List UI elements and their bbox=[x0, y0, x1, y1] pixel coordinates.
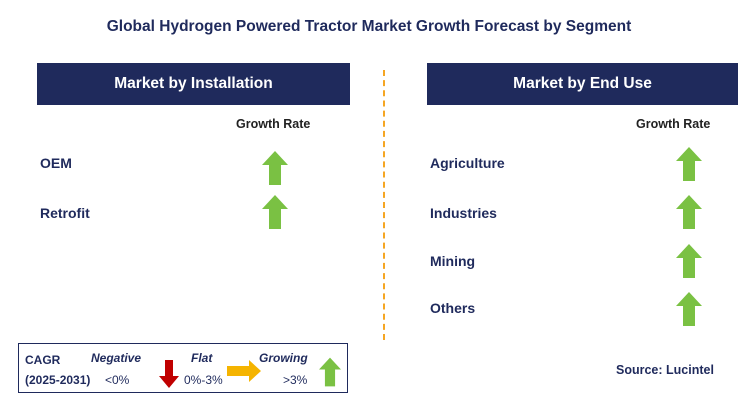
end-use-panel-header: Market by End Use bbox=[427, 63, 738, 105]
installation-growth-rate-label: Growth Rate bbox=[236, 117, 311, 131]
negative-down-arrow-icon bbox=[159, 360, 179, 388]
row-label-others: Others bbox=[430, 300, 476, 316]
legend-period: (2025-2031) bbox=[25, 373, 91, 387]
row-label-retrofit: Retrofit bbox=[40, 205, 90, 221]
row-label-industries: Industries bbox=[430, 205, 497, 221]
legend-flat-label: Flat bbox=[191, 351, 213, 365]
source-credit: Source: Lucintel bbox=[616, 363, 714, 377]
legend-flat-range: 0%-3% bbox=[184, 373, 223, 387]
industries-growing-arrow-icon bbox=[676, 195, 702, 229]
others-growing-arrow-icon bbox=[676, 292, 702, 326]
cagr-legend: CAGR (2025-2031) Negative <0% Flat 0%-3%… bbox=[18, 343, 348, 393]
mining-growing-arrow-icon bbox=[676, 244, 702, 278]
flat-right-arrow-icon bbox=[227, 360, 261, 382]
oem-growing-arrow-icon bbox=[262, 151, 288, 185]
legend-growing-range: >3% bbox=[283, 373, 308, 387]
retrofit-growing-arrow-icon bbox=[262, 195, 288, 229]
legend-cagr-label: CAGR bbox=[25, 353, 61, 367]
row-label-agriculture: Agriculture bbox=[430, 155, 505, 171]
legend-negative-label: Negative bbox=[91, 351, 142, 365]
row-label-oem: OEM bbox=[40, 155, 72, 171]
agriculture-growing-arrow-icon bbox=[676, 147, 702, 181]
page-title: Global Hydrogen Powered Tractor Market G… bbox=[106, 18, 632, 35]
end-use-growth-rate-label: Growth Rate bbox=[636, 117, 711, 131]
installation-panel-header: Market by Installation bbox=[37, 63, 350, 105]
row-label-mining: Mining bbox=[430, 253, 476, 269]
legend-growing-label: Growing bbox=[259, 351, 308, 365]
growing-up-arrow-icon bbox=[319, 357, 341, 387]
legend-negative-range: <0% bbox=[105, 373, 130, 387]
panel-divider bbox=[383, 70, 385, 340]
